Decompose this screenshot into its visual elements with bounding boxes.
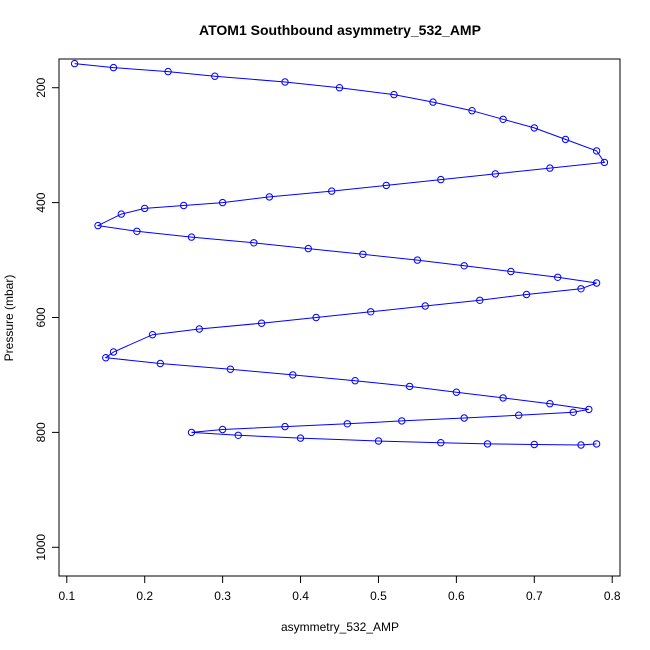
data-point — [281, 78, 289, 86]
y-tick-label: 200 — [34, 77, 48, 97]
data-point — [460, 262, 468, 270]
data-point — [592, 147, 601, 155]
x-tick-label: 0.7 — [526, 589, 543, 603]
plot-area — [70, 59, 609, 449]
y-tick-label: 800 — [34, 422, 48, 442]
data-point — [429, 98, 437, 106]
y-axis: 200 400 600 800 1000 — [34, 77, 60, 561]
data-point — [554, 273, 562, 281]
data-point — [522, 290, 531, 299]
y-tick-label: 400 — [34, 192, 48, 212]
data-point — [491, 170, 499, 178]
data-point — [546, 400, 554, 408]
data-point — [390, 90, 398, 99]
series-line — [74, 63, 606, 446]
data-point — [187, 233, 196, 241]
data-point — [281, 422, 289, 431]
data-point — [250, 239, 258, 247]
data-point — [577, 441, 585, 449]
data-point — [405, 382, 414, 391]
data-point — [561, 135, 570, 144]
y-tick-label: 1000 — [34, 534, 48, 561]
data-point — [312, 313, 320, 322]
x-tick-label: 0.5 — [370, 589, 387, 603]
data-point — [476, 296, 484, 304]
data-point — [226, 365, 235, 373]
x-tick-label: 0.2 — [136, 589, 153, 603]
data-point — [577, 285, 585, 293]
plot-frame — [58, 58, 621, 577]
data-point — [70, 59, 79, 68]
data-point — [359, 250, 367, 259]
data-point — [398, 417, 406, 425]
data-point — [507, 267, 515, 276]
data-point — [592, 440, 601, 448]
data-point — [102, 354, 110, 362]
data-point — [180, 201, 188, 210]
x-axis: 0.1 0.2 0.3 0.4 0.5 0.6 0.7 0.8 — [58, 575, 621, 603]
data-point — [585, 405, 593, 414]
data-point — [530, 440, 538, 449]
data-point — [195, 325, 204, 333]
data-point — [374, 437, 383, 445]
data-point — [592, 279, 601, 287]
y-tick-label: 600 — [34, 307, 48, 327]
data-point — [164, 67, 172, 76]
data-point — [117, 210, 126, 218]
data-point — [367, 308, 375, 316]
data-point — [460, 414, 468, 422]
data-point — [499, 115, 507, 124]
data-point — [530, 124, 538, 132]
chart-title: ATOM1 Southbound asymmetry_532_AMP — [199, 22, 481, 38]
data-point — [437, 439, 445, 447]
data-point — [343, 420, 351, 428]
data-point — [257, 319, 266, 327]
data-point — [265, 193, 274, 201]
data-point — [133, 227, 141, 236]
data-point — [515, 411, 523, 419]
data-point — [437, 175, 445, 184]
data-point — [335, 84, 344, 92]
data-point — [289, 371, 297, 379]
data-point — [569, 408, 577, 416]
data-point — [421, 302, 429, 310]
y-axis-label: Pressure (mbar) — [2, 275, 16, 362]
data-point — [452, 388, 461, 396]
data-point — [296, 434, 305, 442]
data-point — [499, 394, 507, 402]
data-point — [109, 348, 118, 356]
data-point — [546, 164, 554, 172]
x-tick-label: 0.4 — [292, 589, 309, 603]
data-point — [328, 187, 336, 195]
data-point — [218, 425, 227, 434]
data-point — [218, 198, 227, 207]
data-point — [211, 72, 219, 80]
data-point — [351, 377, 359, 385]
x-tick-label: 0.8 — [604, 589, 621, 603]
data-point — [304, 244, 312, 253]
data-point — [468, 107, 476, 115]
data-point — [234, 431, 242, 439]
data-point — [382, 181, 390, 190]
data-point — [600, 158, 609, 167]
data-point — [94, 221, 102, 230]
data-point — [109, 63, 118, 72]
x-axis-label: asymmetry_532_AMP — [281, 620, 399, 634]
data-point — [156, 359, 165, 368]
data-point — [483, 440, 492, 448]
data-point — [148, 331, 157, 339]
data-point — [187, 428, 196, 437]
x-tick-label: 0.6 — [448, 589, 465, 603]
data-point — [413, 256, 422, 264]
x-tick-label: 0.1 — [58, 589, 75, 603]
data-point — [141, 204, 149, 213]
x-tick-label: 0.3 — [214, 589, 231, 603]
